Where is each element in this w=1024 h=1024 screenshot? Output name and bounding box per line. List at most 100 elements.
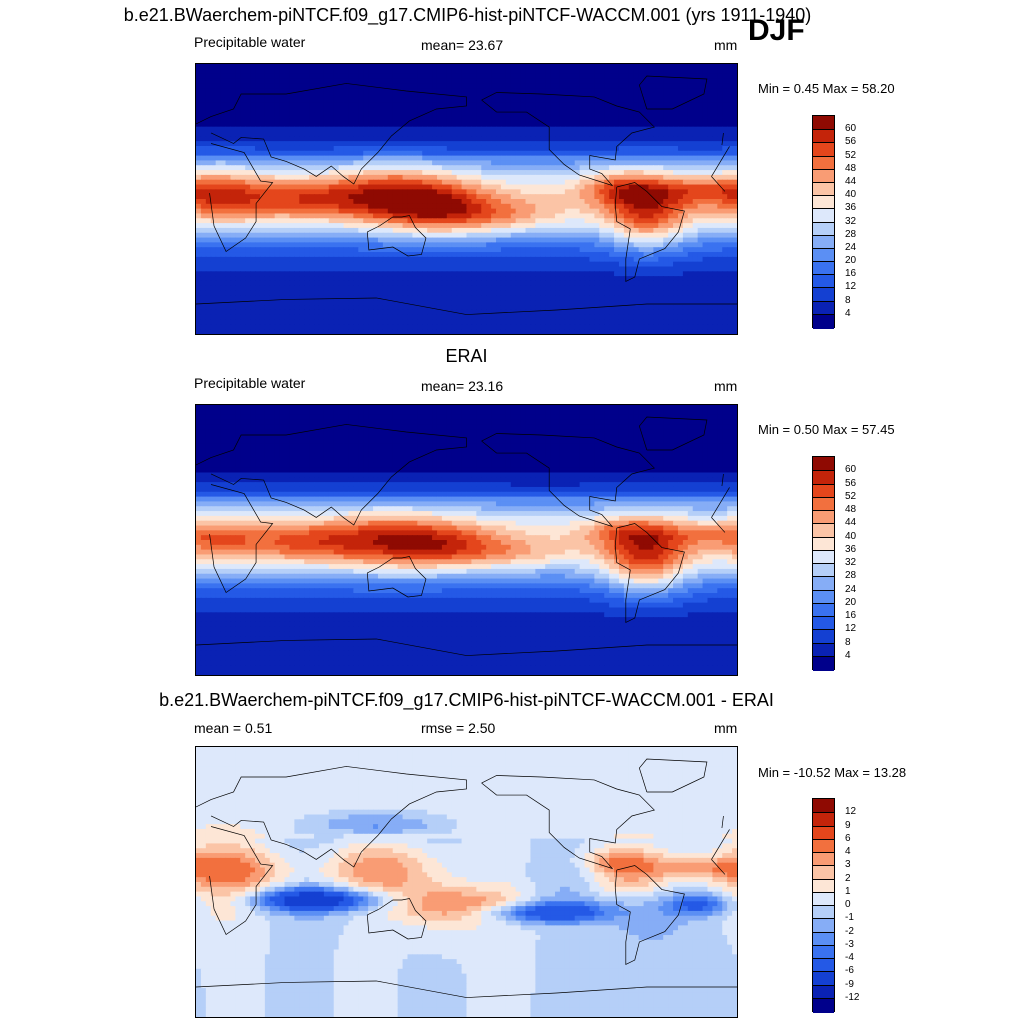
field-cell <box>461 126 468 133</box>
field-cell <box>446 266 453 272</box>
field-cell <box>682 150 689 157</box>
field-cell <box>422 184 428 190</box>
field-cell <box>564 126 571 133</box>
field-cell <box>377 232 384 239</box>
field-cell <box>623 218 630 224</box>
field-cell <box>392 223 399 229</box>
field-cell <box>284 237 291 243</box>
field-cell <box>289 237 295 243</box>
field-cell <box>245 237 251 243</box>
field-cell <box>589 242 595 248</box>
field-cell <box>289 276 295 282</box>
field-cell <box>540 189 546 195</box>
field-cell <box>717 199 723 205</box>
field-cell <box>353 256 359 263</box>
field-cell <box>235 256 241 263</box>
field-cell <box>343 203 350 210</box>
field-cell <box>722 88 728 94</box>
field-cell <box>584 64 591 70</box>
field-cell <box>466 170 473 176</box>
field-cell <box>230 97 236 104</box>
field-cell <box>732 112 737 118</box>
field-cell <box>215 131 222 137</box>
field-cell <box>284 280 291 287</box>
field-cell <box>653 117 659 123</box>
field-cell <box>284 83 291 89</box>
field-cell <box>594 78 600 84</box>
field-cell <box>392 242 399 248</box>
field-cell <box>432 256 438 263</box>
field-cell <box>235 165 241 171</box>
field-cell <box>687 64 694 70</box>
field-cell <box>643 261 650 268</box>
field-cell <box>392 121 399 128</box>
field-cell <box>623 213 630 219</box>
field-cell <box>274 170 281 176</box>
field-cell <box>215 208 222 215</box>
field-cell <box>279 160 286 166</box>
field-cell <box>515 117 522 123</box>
field-cell <box>618 78 625 84</box>
field-cell <box>309 112 315 118</box>
field-cell <box>491 174 497 181</box>
field-cell <box>392 92 399 99</box>
field-cell <box>687 126 694 133</box>
field-cell <box>446 256 453 263</box>
field-cell <box>432 194 438 200</box>
field-cell <box>550 261 556 268</box>
field-cell <box>274 83 281 89</box>
field-cell <box>264 97 271 104</box>
field-cell <box>210 213 217 219</box>
field-cell <box>205 107 212 113</box>
field-cell <box>250 189 256 195</box>
field-cell <box>259 112 266 118</box>
field-cell <box>284 117 291 123</box>
field-cell <box>540 92 546 99</box>
field-cell <box>240 170 246 176</box>
field-cell <box>363 170 369 176</box>
field-cell <box>441 232 448 239</box>
field-cell <box>668 223 674 229</box>
field-cell <box>668 271 674 277</box>
field-cell <box>559 276 566 282</box>
field-cell <box>451 73 458 80</box>
field-cell <box>456 117 463 123</box>
field-cell <box>436 271 443 277</box>
field-cell <box>609 203 615 210</box>
field-cell <box>722 97 728 104</box>
field-cell <box>623 174 630 181</box>
field-cell <box>314 68 320 75</box>
field-cell <box>727 165 733 171</box>
field-cell <box>309 271 315 277</box>
field-cell <box>225 252 232 258</box>
field-cell <box>599 184 605 190</box>
field-cell <box>377 160 384 166</box>
field-cell <box>240 160 246 166</box>
field-cell <box>697 247 704 253</box>
field-cell <box>446 218 453 224</box>
field-cell <box>358 121 364 128</box>
field-cell <box>702 232 709 239</box>
field-cell <box>353 276 359 282</box>
field-cell <box>638 218 645 224</box>
field-cell <box>471 218 477 224</box>
field-cell <box>535 247 541 253</box>
field-cell <box>520 165 527 171</box>
field-cell <box>220 213 227 219</box>
field-cell <box>545 232 551 239</box>
field-cell <box>618 189 625 195</box>
field-cell <box>382 141 389 147</box>
field-cell <box>697 223 704 229</box>
field-cell <box>240 203 246 210</box>
field-cell <box>692 121 699 128</box>
field-cell <box>692 78 699 84</box>
field-cell <box>658 92 664 99</box>
field-cell <box>333 170 340 176</box>
field-cell <box>682 213 689 219</box>
field-cell <box>673 174 679 181</box>
field-cell <box>505 256 512 263</box>
field-cell <box>702 237 709 243</box>
field-cell <box>358 64 364 70</box>
field-cell <box>205 266 212 272</box>
field-cell <box>230 88 236 94</box>
